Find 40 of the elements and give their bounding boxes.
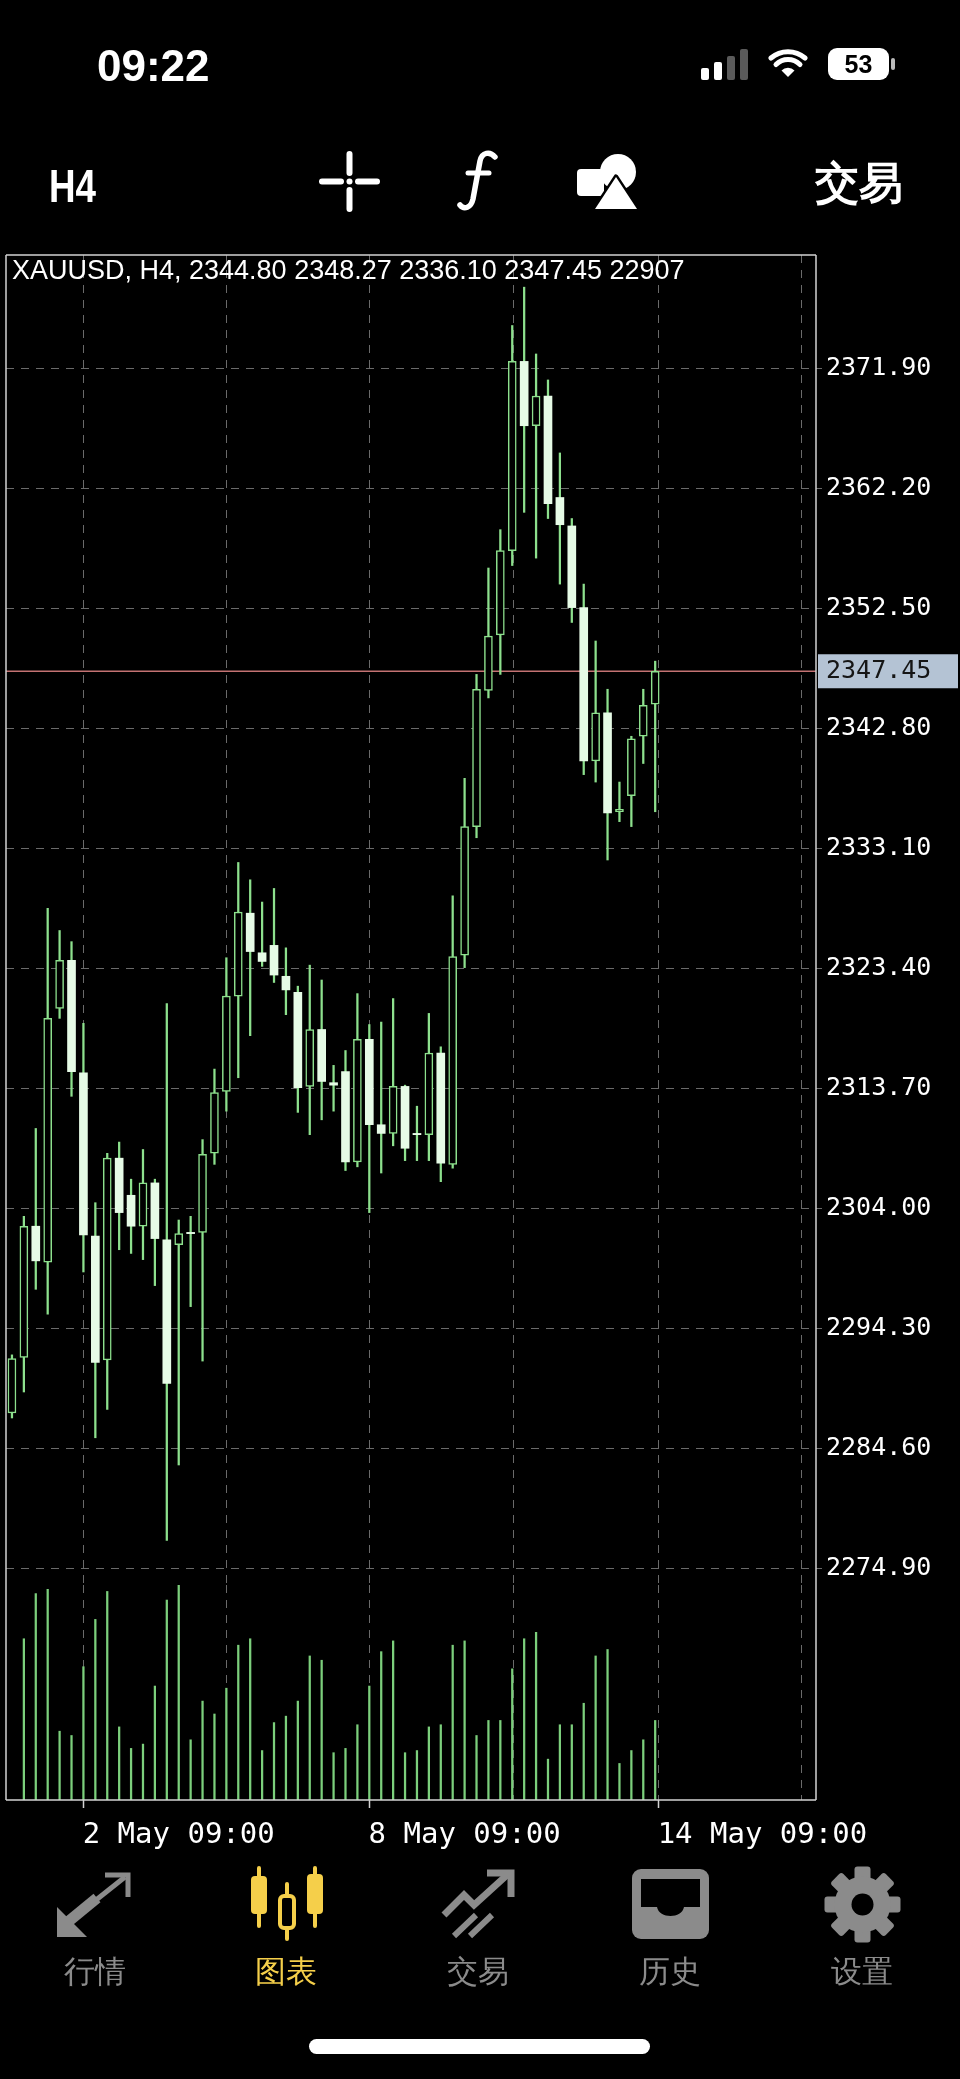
y-tick-label: 2371.90 xyxy=(826,352,932,382)
text: 行情 xyxy=(64,1954,126,1990)
bar xyxy=(70,1735,73,1800)
x-tick-label: 2 May 09:00 xyxy=(82,1815,275,1850)
y-tick-label: 2274.90 xyxy=(826,1552,932,1582)
bar xyxy=(344,1748,347,1800)
bar xyxy=(356,1724,359,1800)
bar xyxy=(487,1720,490,1800)
y-tick-label: 2333.10 xyxy=(826,832,932,862)
chart-title: XAUUSD, H4, 2344.80 2348.27 2336.10 2347.45 22907 xyxy=(12,254,685,285)
text: 53 xyxy=(844,49,873,80)
bar xyxy=(332,1752,335,1800)
ref-line-label: 2347.45 xyxy=(826,654,932,684)
bar xyxy=(475,1735,478,1800)
bar xyxy=(201,1700,204,1800)
y-tick-label: 2304.00 xyxy=(826,1192,932,1222)
text: 历史 xyxy=(639,1954,701,1990)
text: 交易 xyxy=(815,157,903,208)
y-tick-label: 2284.60 xyxy=(826,1432,932,1462)
y-tick-label: 2313.70 xyxy=(826,1072,932,1102)
y-tick-label: 2362.20 xyxy=(826,472,932,502)
x-tick-label: 8 May 09:00 xyxy=(368,1815,561,1850)
y-tick-label: 2342.80 xyxy=(826,712,932,742)
text: 图表 xyxy=(255,1954,317,1990)
bar xyxy=(606,1649,609,1800)
bar xyxy=(58,1730,61,1800)
y-tick-label: 2352.50 xyxy=(826,592,932,622)
y-tick-label: 2323.40 xyxy=(826,952,932,982)
bar xyxy=(213,1713,216,1800)
text: 09:22 xyxy=(97,40,210,91)
bar xyxy=(463,1640,466,1800)
bar xyxy=(618,1763,621,1800)
text: H4 xyxy=(49,160,97,213)
candlestick xyxy=(615,781,624,822)
candlestick xyxy=(329,1065,338,1112)
text: 设置 xyxy=(831,1954,893,1990)
text: 交易 xyxy=(447,1954,509,1990)
x-tick-label: 14 May 09:00 xyxy=(657,1815,868,1850)
y-tick-label: 2294.30 xyxy=(826,1312,932,1342)
bar xyxy=(82,1666,85,1800)
